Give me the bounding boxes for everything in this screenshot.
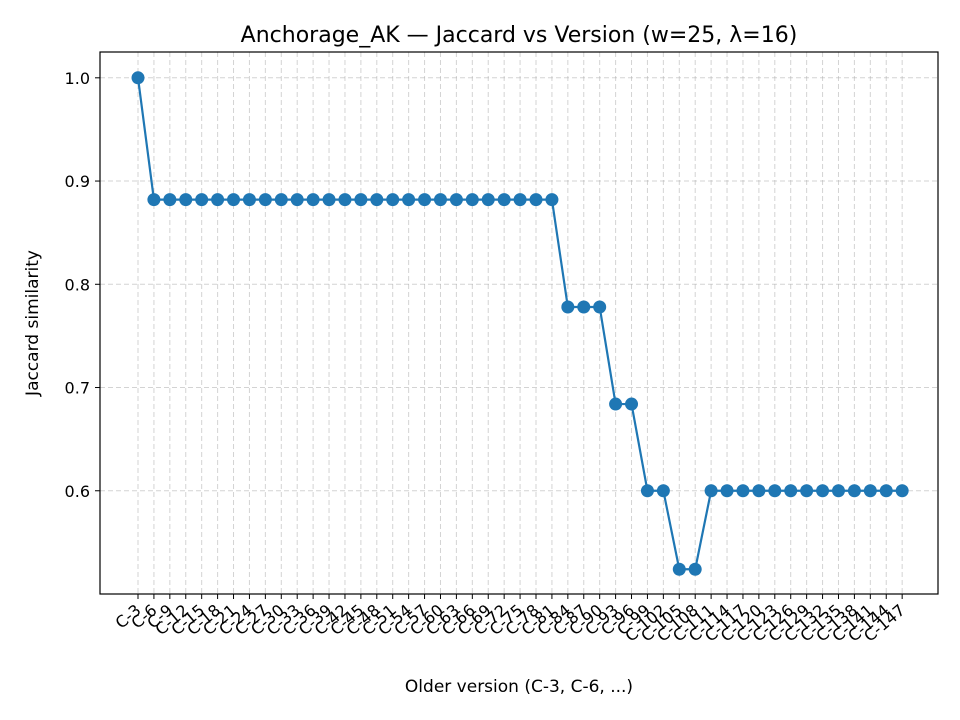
data-point bbox=[895, 484, 909, 498]
data-points bbox=[131, 71, 909, 576]
data-point bbox=[529, 193, 543, 207]
data-point bbox=[449, 193, 463, 207]
data-point bbox=[274, 193, 288, 207]
data-point bbox=[242, 193, 256, 207]
data-point bbox=[497, 193, 511, 207]
data-point bbox=[656, 484, 670, 498]
data-point bbox=[545, 193, 559, 207]
plot-frame bbox=[99, 51, 939, 595]
y-axis-ticks: 0.6 0.7 0.8 0.9 1.0 bbox=[65, 69, 100, 501]
data-point bbox=[736, 484, 750, 498]
y-tick-label: 0.8 bbox=[65, 275, 90, 294]
data-point bbox=[227, 193, 241, 207]
data-point bbox=[704, 484, 718, 498]
data-point bbox=[513, 193, 527, 207]
data-point bbox=[784, 484, 798, 498]
data-point bbox=[402, 193, 416, 207]
data-point bbox=[720, 484, 734, 498]
data-point bbox=[625, 397, 639, 411]
y-tick-label: 0.9 bbox=[65, 172, 90, 191]
data-point bbox=[609, 397, 623, 411]
data-point bbox=[290, 193, 304, 207]
data-point bbox=[195, 193, 209, 207]
data-point bbox=[147, 193, 161, 207]
data-point bbox=[338, 193, 352, 207]
data-point bbox=[481, 193, 495, 207]
data-point bbox=[258, 193, 272, 207]
x-axis-ticks: C-3C-6C-9C-12C-15C-18C-21C-24C-27C-30C-3… bbox=[112, 594, 909, 646]
y-axis-label: Jaccard similarity bbox=[23, 250, 43, 397]
data-point bbox=[847, 484, 861, 498]
data-point bbox=[561, 300, 575, 314]
data-point bbox=[831, 484, 845, 498]
grid-layer bbox=[100, 52, 938, 594]
data-point bbox=[306, 193, 320, 207]
data-point bbox=[418, 193, 432, 207]
data-point bbox=[752, 484, 766, 498]
y-tick-label: 1.0 bbox=[65, 69, 90, 88]
data-point bbox=[386, 193, 400, 207]
data-point bbox=[800, 484, 814, 498]
data-point bbox=[370, 193, 384, 207]
data-point bbox=[816, 484, 830, 498]
data-point bbox=[879, 484, 893, 498]
data-point bbox=[179, 193, 193, 207]
data-point bbox=[465, 193, 479, 207]
data-point bbox=[131, 71, 145, 85]
data-point bbox=[577, 300, 591, 314]
x-axis-label: Older version (C-3, C-6, ...) bbox=[405, 677, 633, 697]
data-point bbox=[593, 300, 607, 314]
data-point bbox=[640, 484, 654, 498]
data-point bbox=[688, 562, 702, 576]
data-point bbox=[433, 193, 447, 207]
chart-title: Anchorage_AK — Jaccard vs Version (w=25,… bbox=[241, 23, 798, 48]
y-tick-label: 0.6 bbox=[65, 482, 90, 501]
data-point bbox=[211, 193, 225, 207]
data-point bbox=[672, 562, 686, 576]
data-point bbox=[354, 193, 368, 207]
data-point bbox=[768, 484, 782, 498]
data-point bbox=[163, 193, 177, 207]
data-point bbox=[322, 193, 336, 207]
y-tick-label: 0.7 bbox=[65, 379, 90, 398]
data-point bbox=[863, 484, 877, 498]
